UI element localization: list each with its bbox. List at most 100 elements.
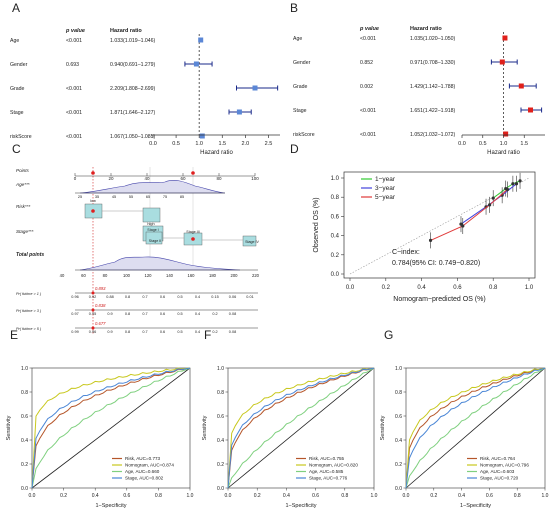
roc-y-tick-label-e: 0.4	[21, 438, 28, 444]
nomogram-tick-label: 60	[81, 273, 86, 278]
roc-x-tick-label-g: 0.4	[458, 493, 465, 499]
roc-ylabel-e: Sensitivity	[6, 415, 12, 440]
nomogram-tick-label: 0.9	[107, 312, 112, 316]
nomogram-tick-label: 0.7	[142, 312, 147, 316]
roc-legend-label-f: Age, AUC=0.585	[309, 469, 344, 474]
calibration-xlabel: Nomogram−predicted OS (%)	[393, 296, 485, 303]
nomogram-tick-label: 0.4	[195, 295, 200, 299]
forest-tick-label-b: 0.0	[458, 141, 466, 147]
roc-legend-label-e: Nomogram, AUC=0.874	[125, 463, 174, 468]
roc-x-tick-label-f: 0.4	[283, 493, 290, 499]
nomogram-tick-label: 0.8	[125, 312, 130, 316]
roc-x-tick-label-e: 0.8	[155, 493, 162, 499]
roc-curve-g	[405, 367, 546, 489]
nomogram-tick-label: 220	[252, 273, 260, 278]
forest-header-hr-a: Hazard ratio	[110, 28, 142, 34]
roc-legend-label-e: Risk, AUC=0.773	[125, 456, 161, 461]
nomogram-predicted-value: 0.838	[95, 303, 106, 308]
nomogram-stage-marker	[191, 237, 195, 241]
nomogram-stage-label: Stage I	[147, 228, 158, 232]
roc-x-tick-label-g: 0.6	[486, 493, 493, 499]
nomogram-tick-label: 0.15	[211, 295, 218, 299]
forest-tick-label-a: 1.0	[195, 141, 203, 147]
calibration-y-tick-label: 0.8	[331, 195, 340, 201]
nomogram-row-points: Points	[16, 168, 29, 173]
nomogram-risk-marker	[91, 209, 95, 213]
roc-x-tick-label-f: 1.0	[371, 493, 378, 499]
forest-point-a	[198, 37, 204, 43]
nomogram-stage-label: Stage IV	[245, 240, 259, 244]
calibration-x-tick-label: 0.8	[489, 285, 498, 291]
forest-row-label-b: Gender	[293, 60, 311, 66]
roc-y-tick-label-g: 0.6	[395, 414, 402, 420]
calibration-point	[511, 182, 515, 186]
forest-row-label-b: Grade	[293, 84, 308, 90]
nomogram-tick-label: 20	[108, 176, 114, 181]
nomogram-tick-label: 80	[103, 273, 108, 278]
roc-x-tick-label-e: 0.4	[92, 493, 99, 499]
calibration-point	[461, 224, 465, 228]
nomogram-age-density	[79, 180, 226, 194]
nomogram-tick-label: 0.6	[160, 295, 165, 299]
forest-point-b	[528, 107, 534, 113]
forest-point-b	[502, 35, 508, 41]
nomogram-tick-label: 0.4	[195, 312, 200, 316]
calibration-point	[505, 187, 510, 192]
roc-x-tick-label-g: 1.0	[542, 493, 549, 499]
roc-frame-e	[31, 367, 191, 489]
nomogram-tick-label: 40	[144, 176, 150, 181]
roc-curve-g	[405, 367, 546, 489]
roc-curve-f	[227, 367, 375, 489]
calibration-y-tick-label: 0.0	[331, 272, 340, 278]
forest-tick-label-a: 2.5	[265, 141, 273, 147]
nomogram-tick-label: 100	[123, 273, 131, 278]
nomogram-tick-label: 180	[209, 273, 217, 278]
calibration-point	[514, 182, 519, 186]
roc-legend-label-g: Nomogram, AUC=0.796	[480, 463, 529, 468]
roc-curve-f	[227, 367, 375, 489]
nomogram-prob-marker	[91, 308, 95, 312]
forest-tick-label-a: 0.5	[172, 141, 180, 147]
roc-y-tick-label-e: 0.2	[21, 462, 28, 468]
roc-legend-label-f: Nomogram, AUC=0.820	[309, 463, 358, 468]
calibration-frame	[343, 171, 536, 279]
nomogram-row-risk: Risk***	[16, 204, 31, 209]
nomogram-tick-label: 0.92	[89, 295, 96, 299]
forest-row-label-a: Grade	[10, 86, 25, 92]
roc-frame-f	[227, 367, 375, 489]
calibration-y-tick-label: 0.4	[331, 234, 340, 240]
forest-row-p-b: <0.001	[360, 108, 376, 114]
forest-point-a	[252, 85, 258, 91]
roc-y-tick-label-f: 0.4	[217, 438, 224, 444]
roc-xlabel-g: 1−Specificity	[460, 503, 491, 509]
roc-curve-g	[405, 367, 546, 489]
forest-row-p-a: <0.001	[66, 38, 82, 44]
calibration-ylabel: Observed OS (%)	[313, 197, 320, 252]
roc-y-tick-label-e: 0.8	[21, 390, 28, 396]
forest-row-label-a: riskScore	[10, 134, 32, 140]
roc-curve-e	[31, 367, 191, 489]
nomogram-row-stage: Stage***	[16, 229, 34, 234]
roc-curve-e	[31, 367, 191, 489]
calibration-x-tick-label: 0.0	[346, 285, 355, 291]
nomogram-tick-label: 0.6	[160, 330, 165, 334]
nomogram-tick-label: 0.7	[142, 330, 147, 334]
forest-row-p-a: 0.693	[66, 62, 79, 68]
nomogram-tick-label: 200	[231, 273, 239, 278]
nomogram-tick-label: 0	[74, 176, 77, 181]
roc-y-tick-label-f: 0.2	[217, 462, 224, 468]
roc-x-tick-label-e: 0.2	[60, 493, 67, 499]
forest-xlabel-a: Hazard ratio	[200, 150, 233, 156]
forest-row-hr-a: 2.209(1.808–2.699)	[110, 86, 156, 92]
nomogram-prob-marker	[91, 326, 95, 330]
roc-y-tick-label-f: 0.6	[217, 414, 224, 420]
forest-tick-label-a: 2.0	[242, 141, 250, 147]
forest-row-hr-b: 1.651(1.422–1.918)	[410, 108, 456, 114]
roc-curve-e	[31, 367, 191, 489]
roc-diagonal-f	[227, 367, 375, 489]
roc-y-tick-label-e: 0.6	[21, 414, 28, 420]
calibration-legend-label: 5−year	[375, 194, 396, 201]
roc-ylabel-f: Sensitivity	[202, 415, 208, 440]
roc-xlabel-e: 1−Specificity	[95, 503, 126, 509]
nomogram-tick-label: 0.96	[89, 330, 96, 334]
